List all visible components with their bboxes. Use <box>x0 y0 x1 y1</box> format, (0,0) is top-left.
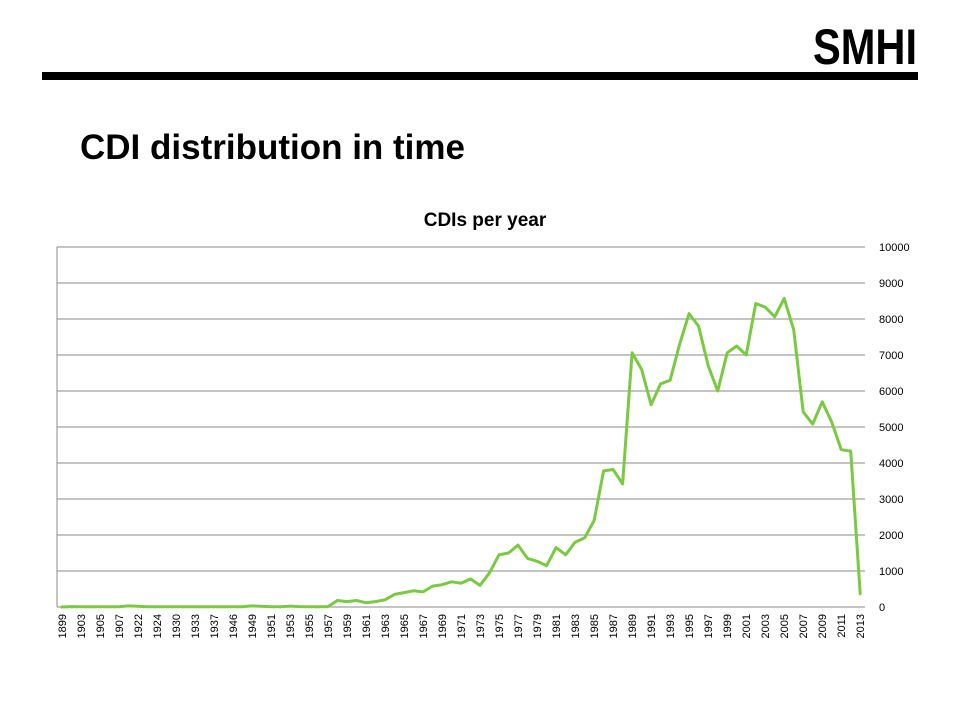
x-tick-label: 1997 <box>703 614 715 638</box>
x-tick-label: 1981 <box>551 614 563 638</box>
x-tick-label: 1963 <box>380 614 392 638</box>
x-tick-label: 2005 <box>779 614 791 638</box>
chart-title: CDIs per year <box>424 210 547 231</box>
x-tick-label: 1993 <box>665 614 677 638</box>
x-tick-label: 1951 <box>266 614 278 638</box>
x-tick-label: 2013 <box>855 614 867 638</box>
x-tick-label: 1961 <box>361 614 373 638</box>
x-tick-label: 1957 <box>323 614 335 638</box>
x-tick-label: 1946 <box>228 614 240 638</box>
x-tick-label: 1959 <box>342 614 354 638</box>
x-tick-label: 1977 <box>513 614 525 638</box>
x-tick-label: 2001 <box>741 614 753 638</box>
y-tick-label: 9000 <box>879 278 903 290</box>
x-tick-label: 2007 <box>798 614 810 638</box>
x-tick-label: 1907 <box>114 614 126 638</box>
x-tick-label: 1995 <box>684 614 696 638</box>
x-tick-label: 1975 <box>494 614 506 638</box>
y-tick-label: 3000 <box>879 494 903 506</box>
y-tick-label: 5000 <box>879 422 903 434</box>
y-tick-label: 10000 <box>879 242 910 254</box>
smhi-logo-text: SMHI <box>813 19 917 74</box>
x-tick-label: 1965 <box>399 614 411 638</box>
x-tick-label: 2011 <box>836 614 848 638</box>
series-line <box>60 297 862 609</box>
x-tick-label: 1930 <box>171 614 183 638</box>
x-tick-label: 2009 <box>817 614 829 638</box>
slide-title: CDI distribution in time <box>80 128 465 167</box>
x-tick-label: 1969 <box>437 614 449 638</box>
x-tick-label: 2003 <box>760 614 772 638</box>
y-tick-label: 8000 <box>879 314 903 326</box>
x-tick-label: 1955 <box>304 614 316 638</box>
y-tick-label: 2000 <box>879 530 903 542</box>
x-tick-label: 1987 <box>608 614 620 638</box>
y-tick-label: 0 <box>879 602 885 614</box>
x-tick-label: 1979 <box>532 614 544 638</box>
x-tick-label: 1899 <box>57 614 69 638</box>
x-tick-label: 1933 <box>190 614 202 638</box>
x-tick-label: 1985 <box>589 614 601 638</box>
y-tick-label: 6000 <box>879 386 903 398</box>
x-tick-label: 1967 <box>418 614 430 638</box>
x-tick-label: 1924 <box>152 614 164 638</box>
x-tick-label: 1905 <box>95 614 107 638</box>
x-tick-label: 1971 <box>456 614 468 638</box>
y-tick-label: 1000 <box>879 566 903 578</box>
x-tick-label: 1973 <box>475 614 487 638</box>
header-divider <box>42 72 918 80</box>
x-tick-label: 1953 <box>285 614 297 638</box>
y-tick-label: 7000 <box>879 350 903 362</box>
x-tick-label: 1922 <box>133 614 145 638</box>
smhi-logo: SMHI <box>813 19 917 74</box>
x-tick-label: 1991 <box>646 614 658 638</box>
x-tick-label: 1983 <box>570 614 582 638</box>
x-tick-label: 1903 <box>76 614 88 638</box>
x-tick-label: 1999 <box>722 614 734 638</box>
x-tick-label: 1937 <box>209 614 221 638</box>
y-tick-label: 4000 <box>879 458 903 470</box>
x-tick-label: 1989 <box>627 614 639 638</box>
x-tick-label: 1949 <box>247 614 259 638</box>
